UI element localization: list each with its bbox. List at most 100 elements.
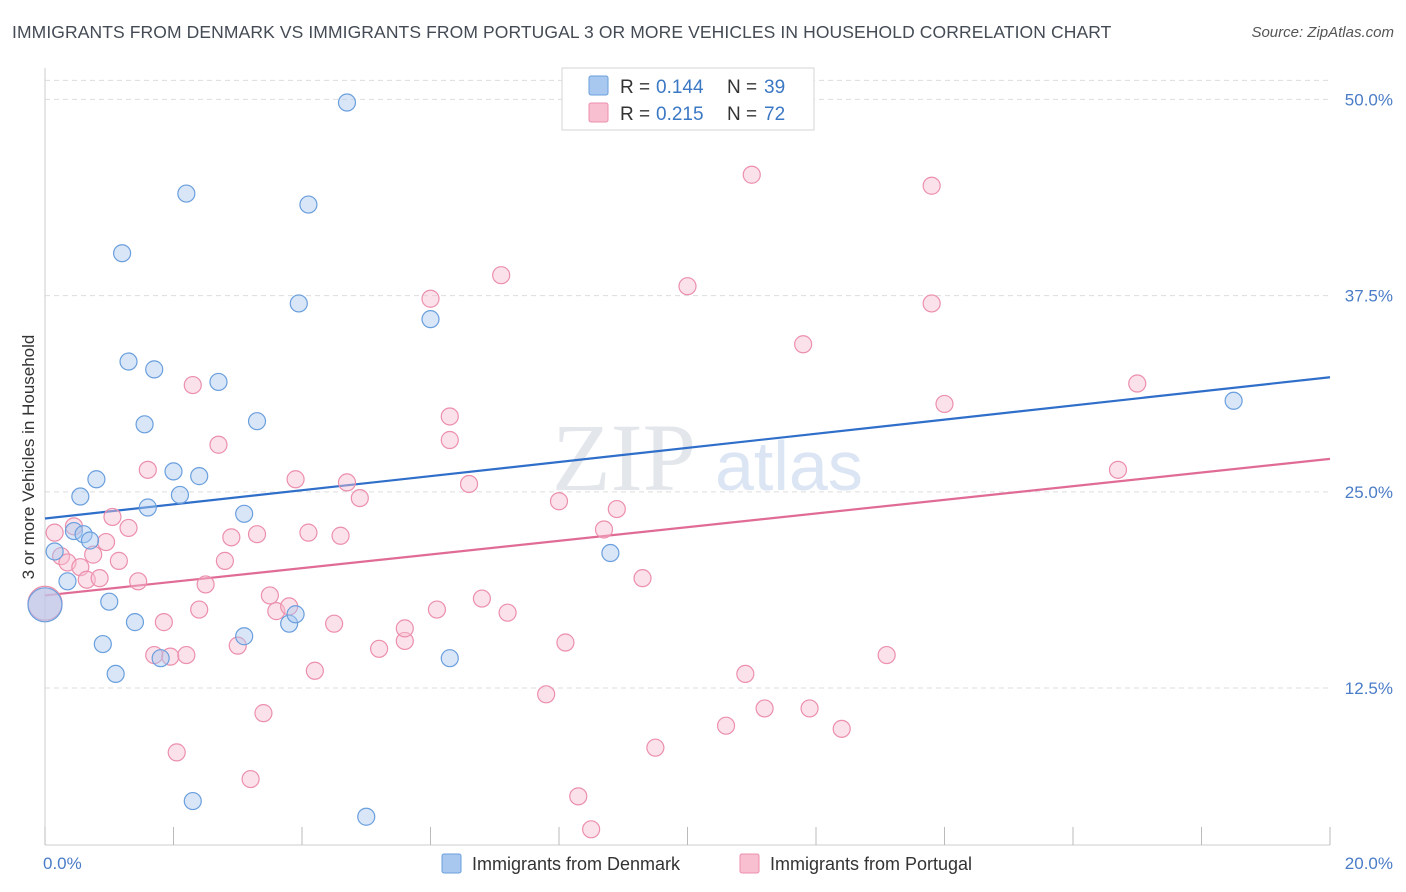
point-portugal-70 — [922, 176, 941, 195]
point-denmark-34 — [440, 649, 459, 668]
point-portugal-71 — [935, 394, 954, 414]
point-denmark-3 — [64, 521, 84, 541]
x-tick-label-min: 0.0% — [43, 854, 82, 873]
series-legend-swatch-portugal — [739, 853, 760, 874]
point-portugal-39 — [350, 488, 369, 508]
point-denmark-19 — [170, 485, 190, 505]
legend-n-label-denmark: N = — [727, 77, 757, 98]
point-denmark-21 — [183, 791, 202, 811]
point-denmark-28 — [286, 605, 305, 624]
point-denmark-0 — [27, 587, 63, 623]
point-denmark-26 — [247, 412, 267, 431]
point-portugal-29 — [254, 704, 273, 723]
point-denmark-2 — [58, 572, 77, 591]
point-denmark-33 — [421, 310, 440, 329]
point-denmark-17 — [151, 649, 170, 668]
point-portugal-30 — [260, 586, 279, 605]
point-portugal-52 — [549, 492, 569, 511]
point-portugal-56 — [594, 520, 614, 539]
point-portugal-47 — [459, 474, 479, 494]
point-portugal-63 — [742, 165, 761, 184]
point-portugal-64 — [755, 699, 774, 718]
point-portugal-14 — [138, 460, 157, 479]
series-legend: Immigrants from Denmark Immigrants from … — [441, 853, 972, 874]
point-portugal-40 — [370, 639, 389, 658]
point-portugal-7 — [84, 545, 103, 564]
point-portugal-73 — [1128, 374, 1147, 393]
point-portugal-59 — [646, 738, 665, 757]
point-portugal-25 — [222, 528, 241, 547]
point-portugal-21 — [190, 600, 209, 619]
point-denmark-23 — [209, 372, 228, 392]
watermark-atlas: atlas — [715, 427, 863, 505]
point-portugal-8 — [90, 569, 109, 588]
watermark: ZIP atlas — [552, 404, 863, 511]
point-denmark-7 — [87, 470, 106, 489]
point-denmark-25 — [235, 504, 254, 523]
point-portugal-45 — [440, 407, 459, 426]
point-portugal-54 — [569, 787, 588, 806]
legend-r-value-denmark: 0.144 — [656, 77, 704, 98]
point-denmark-18 — [164, 462, 183, 481]
point-denmark-35 — [601, 543, 620, 563]
trend-lines — [44, 376, 1331, 597]
axes — [44, 68, 1331, 846]
point-portugal-36 — [325, 614, 344, 633]
point-portugal-10 — [103, 507, 122, 527]
series-legend-label-portugal: Immigrants from Portugal — [770, 854, 972, 874]
point-portugal-53 — [556, 633, 575, 652]
legend-swatch-portugal — [588, 102, 609, 123]
point-portugal-65 — [794, 335, 813, 354]
source-label: Source: ZipAtlas.com — [1251, 24, 1394, 41]
point-denmark-32 — [357, 807, 376, 826]
point-portugal-62 — [736, 664, 755, 684]
point-portugal-22 — [196, 575, 215, 594]
point-portugal-48 — [472, 589, 491, 608]
legend-n-value-denmark: 39 — [764, 77, 785, 98]
point-portugal-35 — [305, 661, 324, 680]
tick-labels: 12.5% 25.0% 37.5% 50.0% 0.0% 20.0% — [43, 90, 1393, 873]
point-denmark-4 — [71, 487, 90, 506]
point-portugal-13 — [129, 572, 148, 591]
legend-r-label-denmark: R = — [620, 77, 650, 98]
point-portugal-26 — [228, 636, 247, 655]
chart-title: IMMIGRANTS FROM DENMARK VS IMMIGRANTS FR… — [12, 22, 1112, 42]
point-portugal-66 — [800, 699, 819, 718]
point-denmark-9 — [100, 592, 119, 611]
point-portugal-49 — [492, 266, 511, 285]
x-tick-label-max: 20.0% — [1345, 854, 1393, 873]
point-portugal-42 — [395, 619, 414, 638]
point-portugal-51 — [537, 685, 556, 704]
point-portugal-44 — [427, 600, 447, 619]
legend-n-value-portugal: 72 — [764, 104, 785, 125]
series-legend-label-denmark: Immigrants from Denmark — [472, 854, 681, 874]
y-tick-label-1: 25.0% — [1345, 483, 1393, 502]
point-portugal-55 — [582, 820, 601, 839]
watermark-zip: ZIP — [552, 404, 696, 511]
point-portugal-1 — [45, 523, 64, 542]
point-portugal-24 — [215, 551, 234, 570]
point-portugal-34 — [299, 523, 318, 542]
point-portugal-41 — [395, 631, 414, 651]
point-portugal-69 — [922, 294, 941, 313]
point-denmark-27 — [280, 614, 299, 633]
y-axis-label: 3 or more Vehicles in Household — [19, 335, 38, 580]
y-tick-label-3: 50.0% — [1345, 90, 1393, 109]
point-denmark-31 — [337, 93, 357, 112]
point-portugal-68 — [877, 645, 896, 665]
trend-line-portugal — [44, 457, 1331, 597]
point-portugal-58 — [633, 569, 652, 588]
point-denmark-30 — [299, 195, 318, 214]
legend-swatch-denmark — [588, 75, 609, 96]
stats-legend: R = 0.144 N = 39 R = 0.215 N = 72 — [561, 67, 815, 131]
point-portugal-20 — [183, 375, 202, 395]
point-portugal-67 — [832, 719, 851, 738]
legend-r-value-portugal: 0.215 — [656, 104, 704, 125]
point-denmark-29 — [289, 294, 308, 313]
point-portugal-19 — [177, 645, 196, 665]
point-denmark-13 — [125, 613, 145, 632]
data-points — [27, 93, 1243, 839]
point-denmark-20 — [177, 184, 196, 203]
point-portugal-61 — [716, 716, 736, 735]
